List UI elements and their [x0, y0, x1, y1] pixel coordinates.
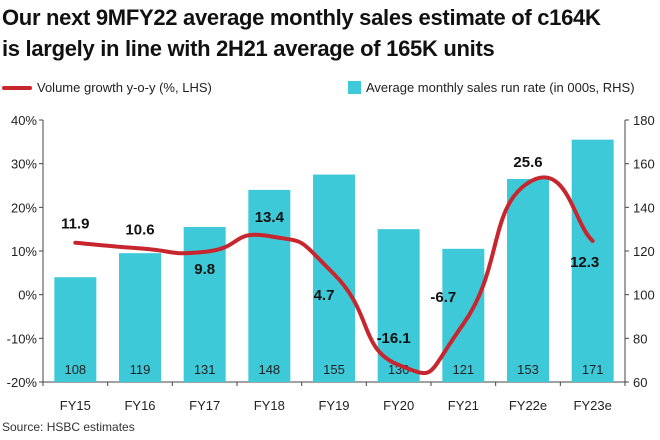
legend-line: Volume growth y-o-y (%, LHS) [2, 80, 212, 95]
legend-bar: Average monthly sales run rate (in 000s,… [348, 80, 635, 95]
x-tick-label: FY19 [318, 398, 349, 413]
bar-value-label: 155 [323, 362, 345, 377]
growth-value-label: 12.3 [570, 254, 599, 271]
title-line-1: Our next 9MFY22 average monthly sales es… [2, 5, 601, 30]
source-note: Source: HSBC estimates [2, 420, 135, 434]
bar-value-label: 153 [517, 362, 539, 377]
growth-value-label: 9.8 [194, 261, 215, 278]
growth-value-label: 25.6 [513, 154, 542, 171]
legend-line-swatch [2, 85, 32, 90]
growth-value-label: -16.1 [377, 330, 411, 347]
bar-FY23e [571, 139, 614, 382]
right-tick-label: 120 [633, 244, 655, 259]
growth-value-label: 13.4 [255, 209, 285, 226]
left-tick-label: -20% [7, 375, 38, 390]
right-tick-label: 140 [633, 200, 655, 215]
x-tick-label: FY15 [60, 398, 91, 413]
right-tick-label: 100 [633, 288, 655, 303]
x-tick-label: FY18 [254, 398, 285, 413]
bar-FY19 [313, 174, 355, 382]
left-tick-label: 40% [11, 113, 37, 128]
x-tick-label: FY20 [383, 398, 414, 413]
left-tick-label: 0% [18, 288, 37, 303]
growth-value-label: -6.7 [430, 289, 456, 306]
growth-line [73, 175, 595, 376]
growth-value-label: 10.6 [125, 221, 154, 238]
bar-FY15 [54, 277, 97, 382]
x-tick-label: FY16 [124, 398, 155, 413]
bar-value-label: 131 [194, 362, 216, 377]
bar-value-label: 121 [452, 362, 474, 377]
left-tick-label: 20% [11, 200, 37, 215]
bar-FY16 [119, 253, 161, 382]
growth-value-label: 11.9 [61, 216, 89, 233]
growth-value-label: 4.7 [314, 287, 335, 304]
x-tick-label: FY21 [448, 398, 479, 413]
right-tick-label: 160 [633, 157, 655, 172]
right-tick-label: 60 [633, 375, 647, 390]
x-tick-label: FY17 [189, 398, 220, 413]
x-tick-label: FY23e [574, 398, 612, 413]
bar-value-label: 171 [582, 362, 604, 377]
bar-FY20 [377, 229, 420, 382]
chart-title: Our next 9MFY22 average monthly sales es… [2, 2, 601, 64]
left-tick-label: 10% [11, 244, 37, 259]
legend-line-label: Volume growth y-o-y (%, LHS) [37, 80, 212, 95]
bar-FY21 [442, 248, 485, 382]
bar-value-label: 119 [130, 362, 151, 377]
bar-FY22e [507, 178, 549, 382]
legend-bar-label: Average monthly sales run rate (in 000s,… [366, 80, 635, 95]
left-tick-label: 30% [11, 157, 37, 172]
legend-bar-swatch [348, 81, 361, 94]
left-tick-label: -10% [7, 331, 38, 346]
right-tick-label: 180 [633, 113, 655, 128]
right-tick-label: 80 [633, 331, 647, 346]
title-line-2: is largely in line with 2H21 average of … [2, 36, 495, 61]
bar-FY18 [248, 189, 291, 382]
bar-value-label: 148 [258, 362, 280, 377]
bar-value-label: 108 [64, 362, 86, 377]
x-tick-label: FY22e [509, 398, 547, 413]
